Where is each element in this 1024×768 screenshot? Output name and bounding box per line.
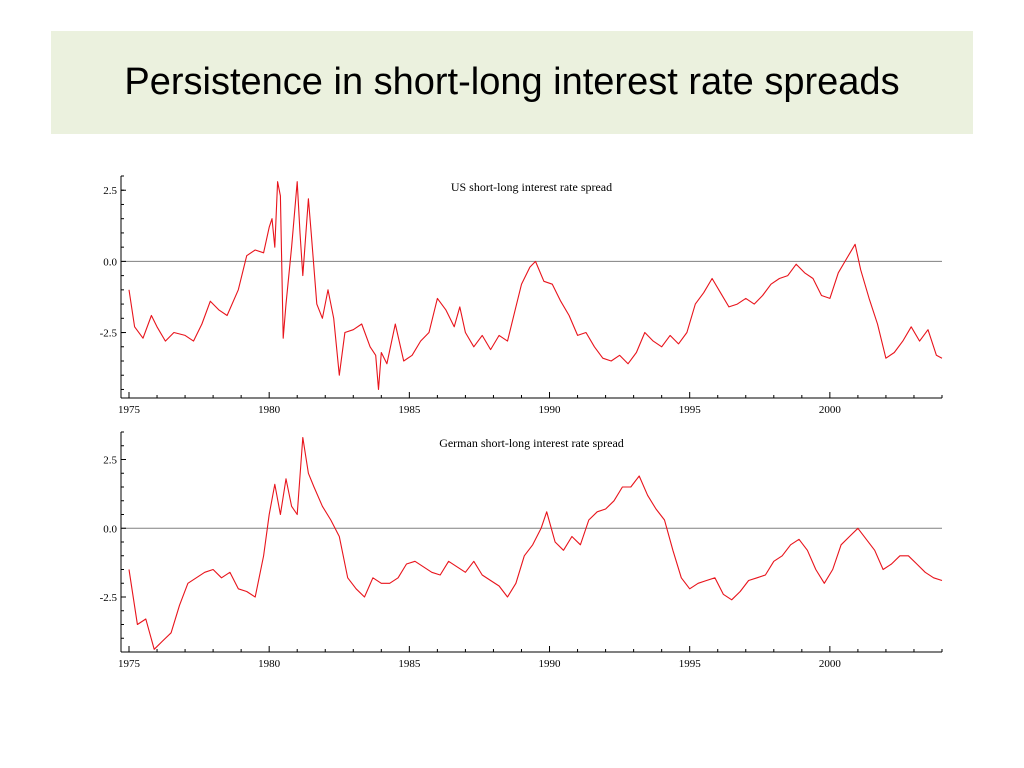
- us-chart-y-tick-label: 2.5: [103, 185, 117, 197]
- slide-title: Persistence in short-long interest rate …: [124, 61, 900, 103]
- german-chart-x-tick-label: 1980: [258, 658, 281, 670]
- german-chart-x-tick-label: 1975: [118, 658, 141, 670]
- us-chart-y-tick-label: 0.0: [103, 256, 117, 268]
- german-chart-y-tick-label: 0.0: [103, 523, 117, 535]
- us-chart-x-tick-label: 1990: [539, 404, 562, 416]
- german-chart-x-tick-label: 1990: [539, 658, 562, 670]
- title-banner: Persistence in short-long interest rate …: [51, 31, 973, 134]
- us-chart-x-tick-label: 1975: [118, 404, 141, 416]
- german-chart-x-tick-label: 1995: [679, 658, 702, 670]
- german-chart-y-tick-label: -2.5: [100, 592, 118, 604]
- german-chart-x-tick-label: 2000: [819, 658, 842, 670]
- german-chart-series-line: [128, 436, 943, 650]
- us-chart-x-tick-label: 2000: [819, 404, 842, 416]
- us-chart-x-tick-label: 1995: [679, 404, 702, 416]
- us-chart-x-tick-label: 1980: [258, 404, 281, 416]
- us-chart-title: US short-long interest rate spread: [451, 180, 612, 194]
- german-chart-y-tick-label: 2.5: [103, 455, 117, 467]
- us-chart-y-tick-label: -2.5: [100, 328, 118, 340]
- german-chart-x-tick-label: 1985: [398, 658, 421, 670]
- us-chart-x-tick-label: 1985: [398, 404, 421, 416]
- german-chart-title: German short-long interest rate spread: [439, 436, 624, 450]
- us-chart-series-line: [128, 181, 943, 391]
